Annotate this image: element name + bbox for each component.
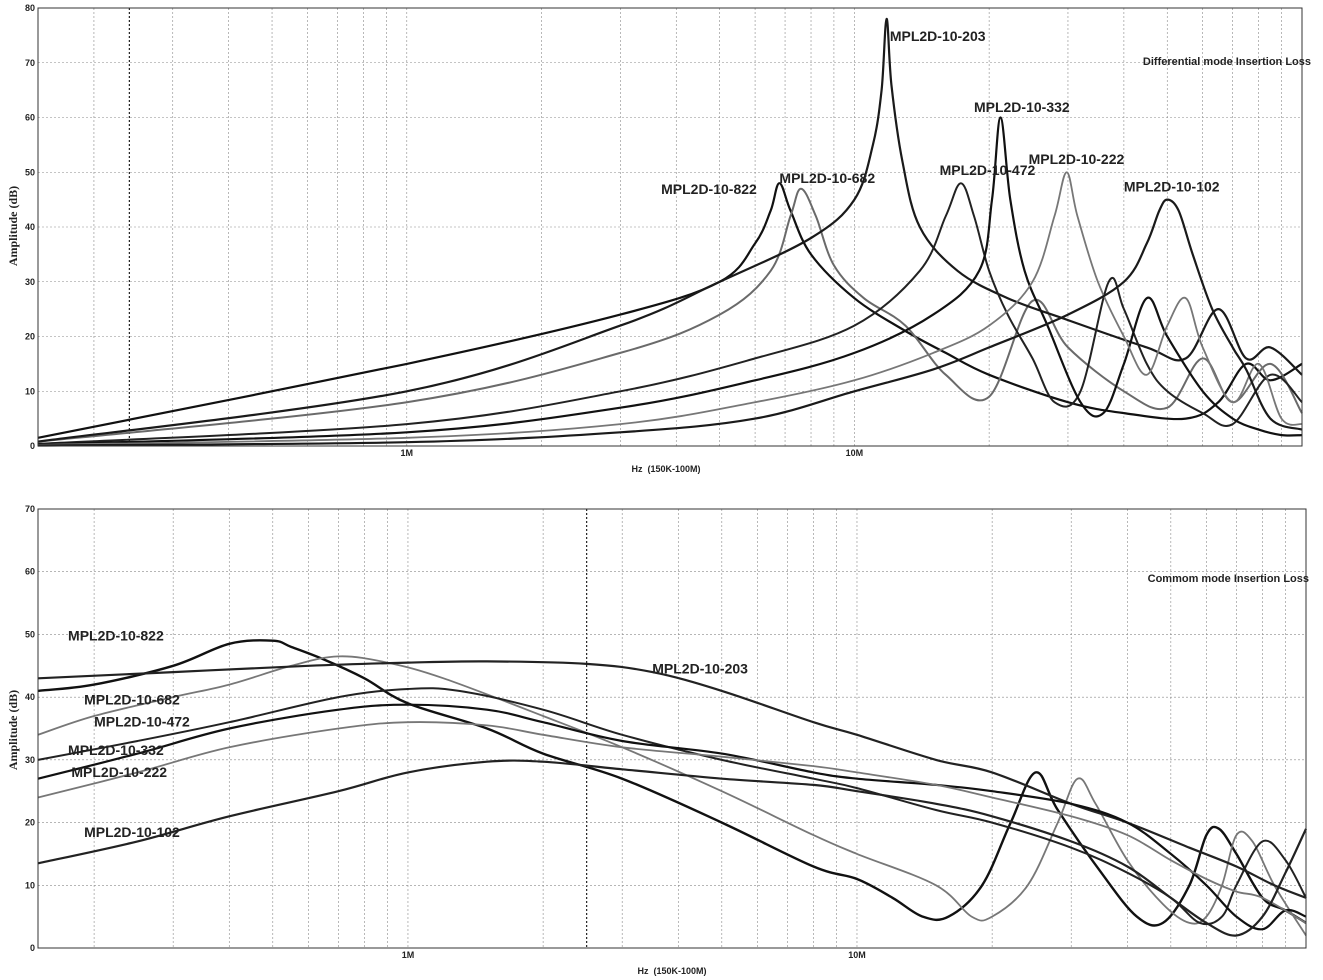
cm-series-label: MPL2D-10-682 xyxy=(84,692,180,708)
cm-y-tick-label: 30 xyxy=(25,755,35,765)
dm-series-label: MPL2D-10-222 xyxy=(1029,151,1125,167)
dm-series-mpl2d-10-822 xyxy=(37,182,1303,439)
cm-series-mpl2d-10-822 xyxy=(37,639,1307,927)
cm-y-tick-label: 50 xyxy=(25,629,35,639)
dm-series-mpl2d-10-222 xyxy=(37,171,1303,446)
dm-series-mpl2d-10-332 xyxy=(37,116,1303,446)
cm-series-mpl2d-10-203 xyxy=(37,660,1307,899)
dm-y-tick-label: 80 xyxy=(25,3,35,13)
cm-series-label: MPL2D-10-102 xyxy=(84,824,180,840)
cm-series-mpl2d-10-222 xyxy=(37,721,1307,924)
dm-series-label: MPL2D-10-682 xyxy=(779,170,875,186)
dm-series-mpl2d-10-472 xyxy=(37,182,1303,445)
cm-y-ticks: 0 10 20 30 40 50 60 70 xyxy=(25,504,35,953)
cm-x-axis-title: Hz (150K-100M) xyxy=(637,966,706,976)
cm-series-mpl2d-10-332 xyxy=(37,703,1307,931)
dm-series-label: MPL2D-10-102 xyxy=(1124,178,1220,194)
dm-curves xyxy=(37,17,1303,447)
cm-curves xyxy=(37,639,1307,937)
dm-x-tick-label: 10M xyxy=(846,448,864,458)
dm-y-tick-label: 0 xyxy=(30,441,35,451)
dm-series-label: MPL2D-10-332 xyxy=(974,99,1070,115)
dm-series-mpl2d-10-682 xyxy=(37,187,1303,443)
dm-y-tick-label: 60 xyxy=(25,113,35,123)
cm-x-ticks: 1M 10M xyxy=(402,950,866,960)
cm-series-labels: MPL2D-10-822 MPL2D-10-682 MPL2D-10-472 MPL2… xyxy=(68,628,748,840)
cm-y-tick-label: 0 xyxy=(30,943,35,953)
cm-y-tick-label: 40 xyxy=(25,692,35,702)
differential-mode-chart: 0 10 20 30 40 50 60 70 80 1M 10M MPL2D-10-203 MPL2… xyxy=(6,3,1311,474)
cm-x-tick-label: 10M xyxy=(848,950,866,960)
dm-y-tick-label: 40 xyxy=(25,222,35,232)
dm-y-tick-label: 20 xyxy=(25,332,35,342)
cm-y-tick-label: 60 xyxy=(25,567,35,577)
cm-series-mpl2d-10-682 xyxy=(37,655,1307,936)
dm-y-tick-label: 50 xyxy=(25,167,35,177)
dm-x-axis-title: Hz (150K-100M) xyxy=(631,464,700,474)
dm-x-ticks: 1M 10M xyxy=(401,448,864,458)
cm-y-tick-label: 10 xyxy=(25,880,35,890)
dm-series-label: MPL2D-10-822 xyxy=(661,181,757,197)
dm-series-label: MPL2D-10-203 xyxy=(890,28,986,44)
cm-series-label: MPL2D-10-222 xyxy=(71,764,167,780)
dm-y-axis-title: Amplitude (dB) xyxy=(6,186,20,266)
dm-series-mpl2d-10-203 xyxy=(37,17,1303,443)
dm-plot-frame xyxy=(37,7,1303,447)
cm-series-mpl2d-10-102 xyxy=(37,759,1307,937)
dm-x-tick-label: 1M xyxy=(401,448,414,458)
dm-series-labels: MPL2D-10-203MPL2D-10-332MPL2D-10-472MPL2… xyxy=(661,28,1220,197)
dm-series-mpl2d-10-102 xyxy=(37,198,1303,447)
cm-series-label: MPL2D-10-203 xyxy=(652,660,748,676)
cm-y-axis-title: Amplitude (dB) xyxy=(6,690,20,770)
cm-series-label: MPL2D-10-822 xyxy=(68,628,164,644)
cm-series-label: MPL2D-10-332 xyxy=(68,742,164,758)
dm-y-tick-label: 10 xyxy=(25,386,35,396)
dm-series-label: MPL2D-10-472 xyxy=(940,162,1036,178)
cm-chart-title: Commom mode Insertion Loss xyxy=(1148,573,1309,585)
dm-y-ticks: 0 10 20 30 40 50 60 70 80 xyxy=(25,3,35,451)
dm-chart-title: Differential mode Insertion Loss xyxy=(1143,56,1311,68)
cm-plot-frame xyxy=(37,508,1307,949)
dm-y-tick-label: 70 xyxy=(25,58,35,68)
cm-y-tick-label: 70 xyxy=(25,504,35,514)
cm-x-tick-label: 1M xyxy=(402,950,415,960)
dm-y-tick-label: 30 xyxy=(25,277,35,287)
cm-series-label: MPL2D-10-472 xyxy=(94,714,190,730)
cm-y-tick-label: 20 xyxy=(25,818,35,828)
cm-series-mpl2d-10-472 xyxy=(37,687,1307,926)
